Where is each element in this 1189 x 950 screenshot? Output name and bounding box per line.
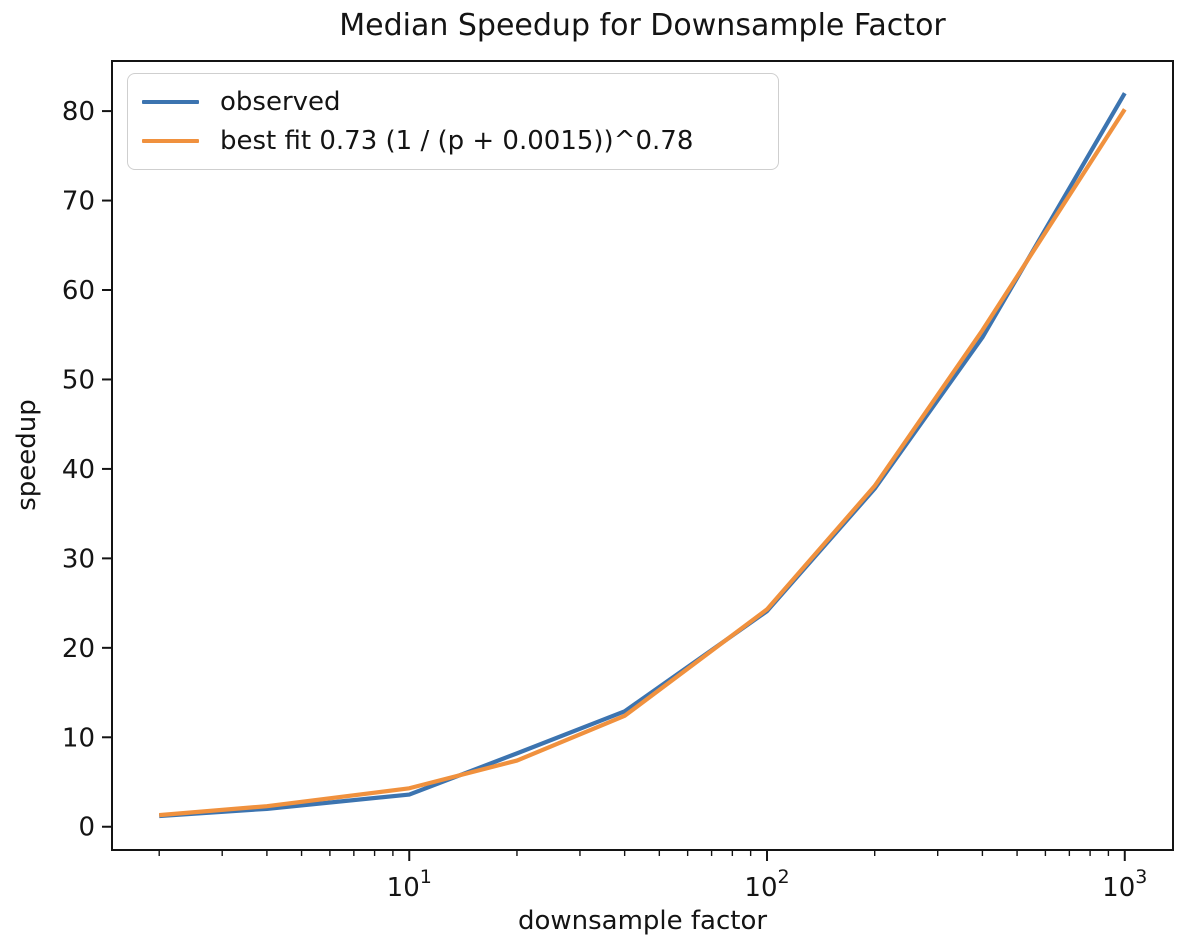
legend-entry-best-fit: best fit 0.73 (1 / (p + 0.0015))^0.78 [142, 126, 764, 156]
x-axis-label: downsample factor [517, 906, 768, 936]
y-tick-label: 40 [62, 455, 95, 485]
y-tick-label: 80 [62, 97, 95, 127]
x-tick-label: 101 [387, 866, 432, 903]
series-best_fit-line [159, 108, 1127, 818]
y-tick-label: 30 [62, 544, 95, 574]
x-tick-label: 103 [1102, 866, 1147, 903]
x-tick-label: 102 [744, 866, 789, 903]
axes-frame [111, 60, 1174, 851]
y-tick-label: 50 [62, 365, 95, 395]
series-observed-line [159, 92, 1127, 819]
legend-swatch-best-fit [142, 138, 199, 144]
chart-title: Median Speedup for Downsample Factor [339, 8, 946, 43]
y-tick-label: 60 [62, 276, 95, 306]
legend-swatch-observed [142, 99, 199, 105]
y-tick-label: 20 [62, 634, 95, 664]
y-tick-label: 10 [62, 723, 95, 753]
y-tick-label: 70 [62, 187, 95, 217]
legend-label-best-fit: best fit 0.73 (1 / (p + 0.0015))^0.78 [220, 126, 694, 156]
y-tick-label: 0 [78, 813, 95, 843]
legend: observed best fit 0.73 (1 / (p + 0.0015)… [127, 73, 779, 170]
legend-label-observed: observed [220, 87, 341, 117]
legend-entry-observed: observed [142, 87, 764, 117]
